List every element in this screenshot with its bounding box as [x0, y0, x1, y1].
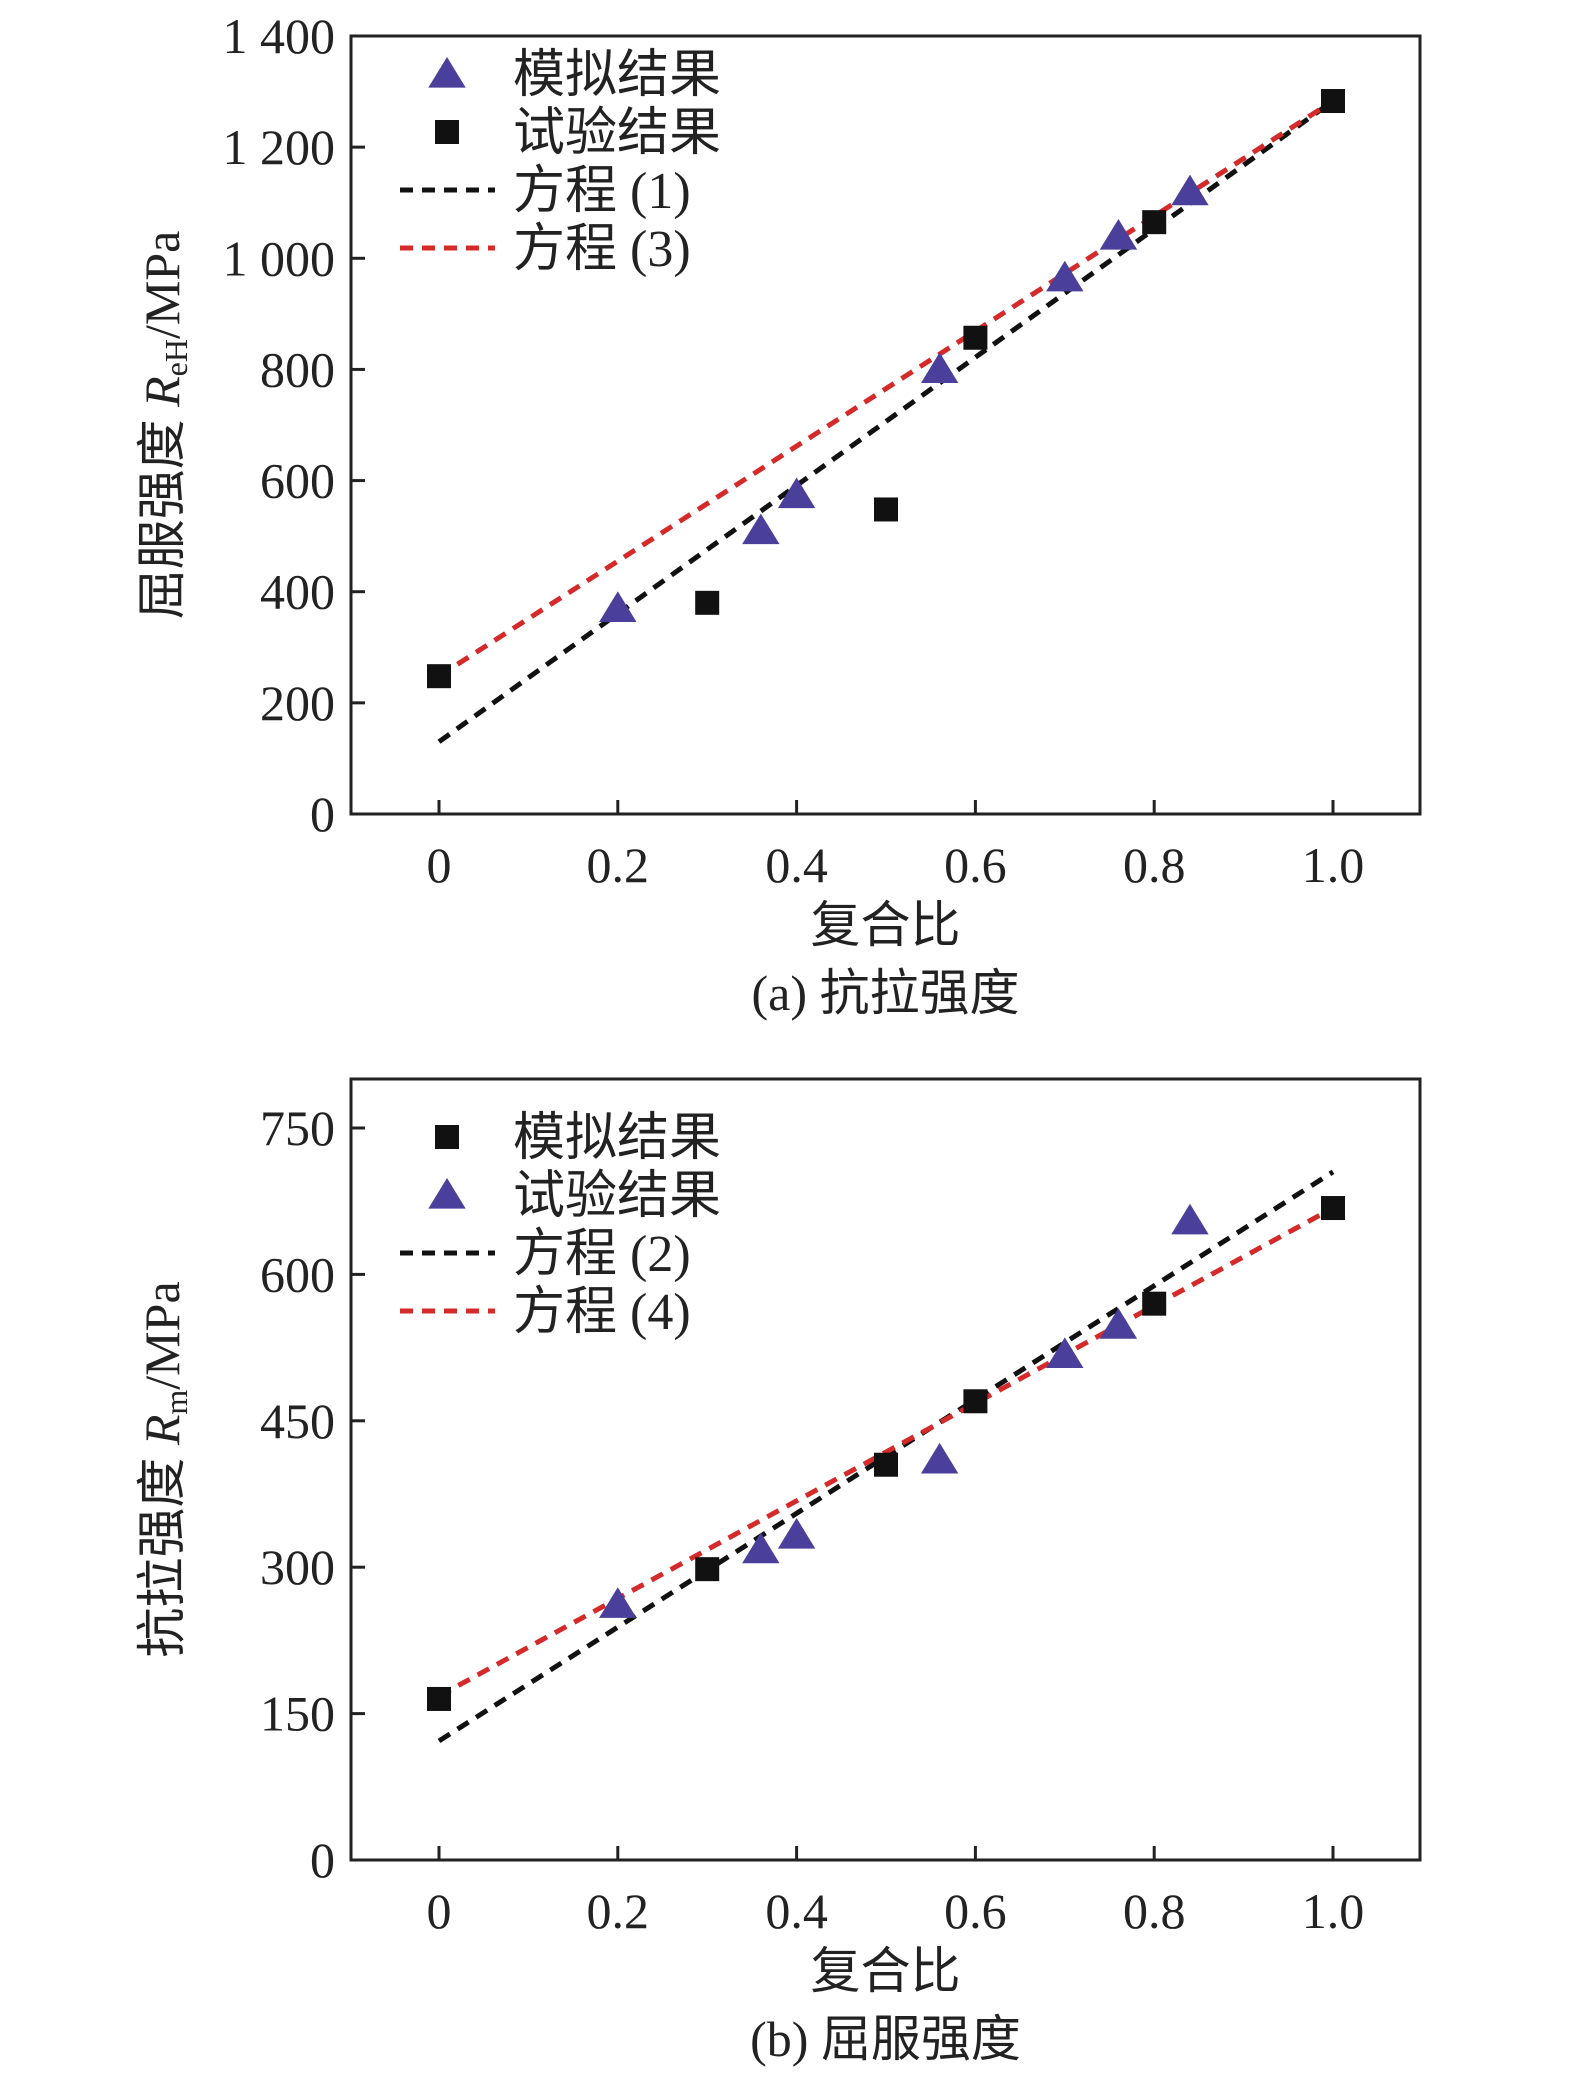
y-tick-label: 150 — [260, 1686, 335, 1742]
legend-label: 试验结果 — [513, 1168, 721, 1225]
y-label-var: R — [134, 376, 190, 408]
square-point — [427, 1686, 451, 1711]
legend-label: 模拟结果 — [513, 47, 721, 104]
y-tick-label: 800 — [260, 341, 335, 397]
x-tick-label: 0.2 — [587, 1883, 650, 1939]
legend-item: 试验结果 — [435, 105, 721, 162]
y-tick-label: 400 — [260, 564, 335, 620]
y-tick-label: 600 — [260, 1246, 335, 1302]
square-point — [874, 1452, 898, 1477]
legend-square-icon — [435, 1125, 459, 1149]
legend-label: 方程 (2) — [513, 1226, 691, 1283]
y-tick-label: 1 200 — [223, 119, 336, 175]
square-point — [427, 664, 451, 689]
x-tick-label: 0.6 — [944, 837, 1007, 893]
triangle-point — [920, 352, 959, 384]
legend-item: 方程 (4) — [400, 1284, 691, 1341]
x-axis-label: 复合比 — [811, 897, 961, 953]
x-tick-label: 0.6 — [944, 1883, 1007, 1939]
x-tick-label: 1.0 — [1302, 837, 1365, 893]
legend-square-icon — [435, 120, 459, 144]
triangle-point — [1046, 260, 1084, 292]
square-point — [695, 1557, 720, 1582]
y-label-prefix: 屈服强度 — [134, 407, 190, 620]
chart-b: 0 0.2 0.4 0.6 0.8 1.0 0 150 300 450 600 750 复合比 (b) 屈… — [134, 1077, 1422, 2067]
legend-label: 方程 (4) — [513, 1284, 691, 1341]
x-tick-label: 0 — [427, 837, 452, 893]
fit-line-3 — [437, 1205, 1335, 1699]
legend-item: 方程 (1) — [400, 163, 691, 220]
x-tick-label: 0.8 — [1123, 1883, 1186, 1939]
chart-caption: (b) 屈服强度 — [750, 2011, 1021, 2067]
legend-item: 方程 (2) — [400, 1226, 691, 1283]
triangle-point — [599, 1587, 637, 1618]
square-point — [963, 1389, 988, 1414]
chart-a: 0 0.2 0.4 0.6 0.8 1.0 0 200 400 600 800 1 000 1 200 1… — [134, 8, 1422, 1021]
legend-item: 试验结果 — [428, 1168, 721, 1225]
legend-item: 模拟结果 — [428, 47, 721, 104]
triangle-point — [1171, 174, 1209, 206]
legend-label: 方程 (3) — [513, 221, 691, 278]
y-axis-label: 抗拉强度 Rm/MPa — [134, 1281, 194, 1657]
y-tick-label: 300 — [260, 1539, 335, 1595]
y-axis-label: 屈服强度 ReH/MPa — [134, 231, 194, 620]
legend-item: 方程 (3) — [400, 221, 691, 278]
y-tick-label: 600 — [260, 453, 335, 509]
y-tick-label: 450 — [260, 1393, 335, 1449]
triangle-point — [742, 513, 780, 545]
y-label-sub: m — [158, 1390, 194, 1415]
x-tick-label: 1.0 — [1302, 1883, 1365, 1939]
x-tick-label: 0 — [427, 1883, 452, 1939]
triangle-point — [1099, 1308, 1138, 1339]
y-tick-label: 1 400 — [223, 8, 336, 64]
y-label-sub: eH — [158, 339, 194, 376]
square-point — [1142, 1291, 1167, 1316]
y-tick-label: 1 000 — [223, 230, 336, 286]
fit-line-2 — [437, 98, 1335, 744]
legend-triangle-icon — [428, 1178, 466, 1209]
y-label-unit: /MPa — [134, 231, 190, 339]
triangle-point — [1171, 1203, 1209, 1235]
square-point — [1142, 210, 1167, 235]
y-tick-label: 200 — [260, 675, 335, 731]
legend-item: 模拟结果 — [435, 1110, 721, 1167]
square-point — [1321, 89, 1345, 114]
y-label-unit: /MPa — [134, 1281, 190, 1389]
square-point — [874, 497, 898, 522]
triangle-point — [599, 591, 637, 622]
plot-frame — [349, 1077, 1422, 1862]
triangle-point — [1099, 219, 1138, 250]
x-tick-label: 0.2 — [587, 837, 650, 893]
y-tick-label: 0 — [310, 1832, 335, 1888]
y-tick-label: 0 — [310, 786, 335, 842]
y-tick-label: 750 — [260, 1100, 335, 1156]
plot-frame — [349, 34, 1422, 816]
square-point — [1321, 1196, 1345, 1221]
x-axis-label: 复合比 — [811, 1943, 961, 1999]
triangle-point — [742, 1532, 780, 1564]
square-point — [695, 590, 720, 615]
y-label-var: R — [134, 1415, 190, 1447]
square-point — [963, 325, 988, 350]
triangle-point — [1046, 1337, 1084, 1369]
y-label-prefix: 抗拉强度 — [134, 1445, 190, 1658]
legend-triangle-icon — [428, 57, 466, 88]
legend-label: 试验结果 — [513, 105, 721, 162]
chart-caption: (a) 抗拉强度 — [752, 965, 1020, 1021]
legend-label: 方程 (1) — [513, 163, 691, 220]
x-tick-label: 0.8 — [1123, 837, 1186, 893]
x-tick-label: 0.4 — [765, 1883, 828, 1939]
x-tick-label: 0.4 — [765, 837, 828, 893]
triangle-point — [920, 1442, 959, 1474]
triangle-point — [777, 1517, 816, 1549]
legend-label: 模拟结果 — [513, 1110, 721, 1167]
triangle-point — [777, 477, 816, 509]
